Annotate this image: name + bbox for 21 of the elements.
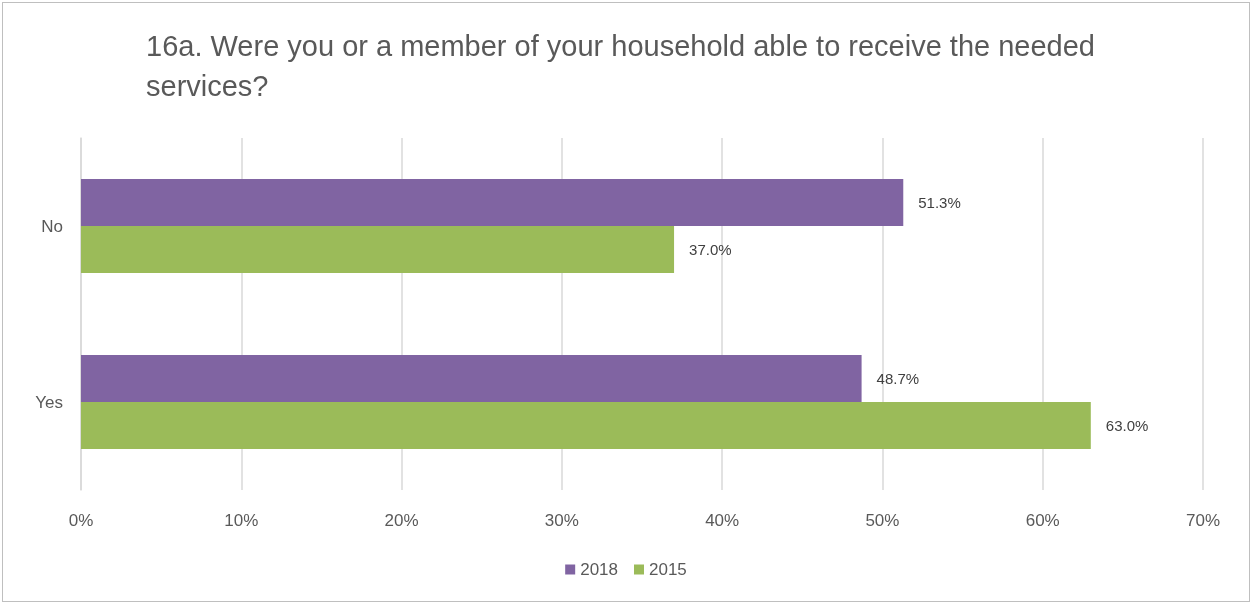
x-tick-label: 0% (68, 511, 94, 530)
bar (81, 226, 675, 273)
x-tick-label: 40% (705, 511, 740, 530)
x-tick-label: 10% (224, 511, 259, 530)
data-label: 37.0% (689, 241, 732, 258)
x-tick-label: 20% (384, 511, 419, 530)
chart-title: 16a. Were you or a member of your household able to receive the needed services? (146, 30, 1104, 102)
y-tick-label: No (41, 216, 63, 236)
x-tick-label: 30% (544, 511, 579, 530)
x-tick-label: 60% (1025, 511, 1060, 530)
data-label: 51.3% (918, 194, 961, 211)
data-label: 63.0% (1105, 417, 1149, 434)
data-label: 48.7% (876, 370, 920, 387)
bar (81, 355, 862, 402)
bar (81, 402, 1091, 449)
x-tick-label: 50% (865, 511, 900, 530)
legend-label: 2015 (649, 560, 687, 579)
x-tick-label: 70% (1185, 511, 1221, 530)
bar (81, 179, 904, 226)
legend-label: 2018 (580, 560, 619, 579)
y-tick-label: Yes (35, 392, 63, 412)
